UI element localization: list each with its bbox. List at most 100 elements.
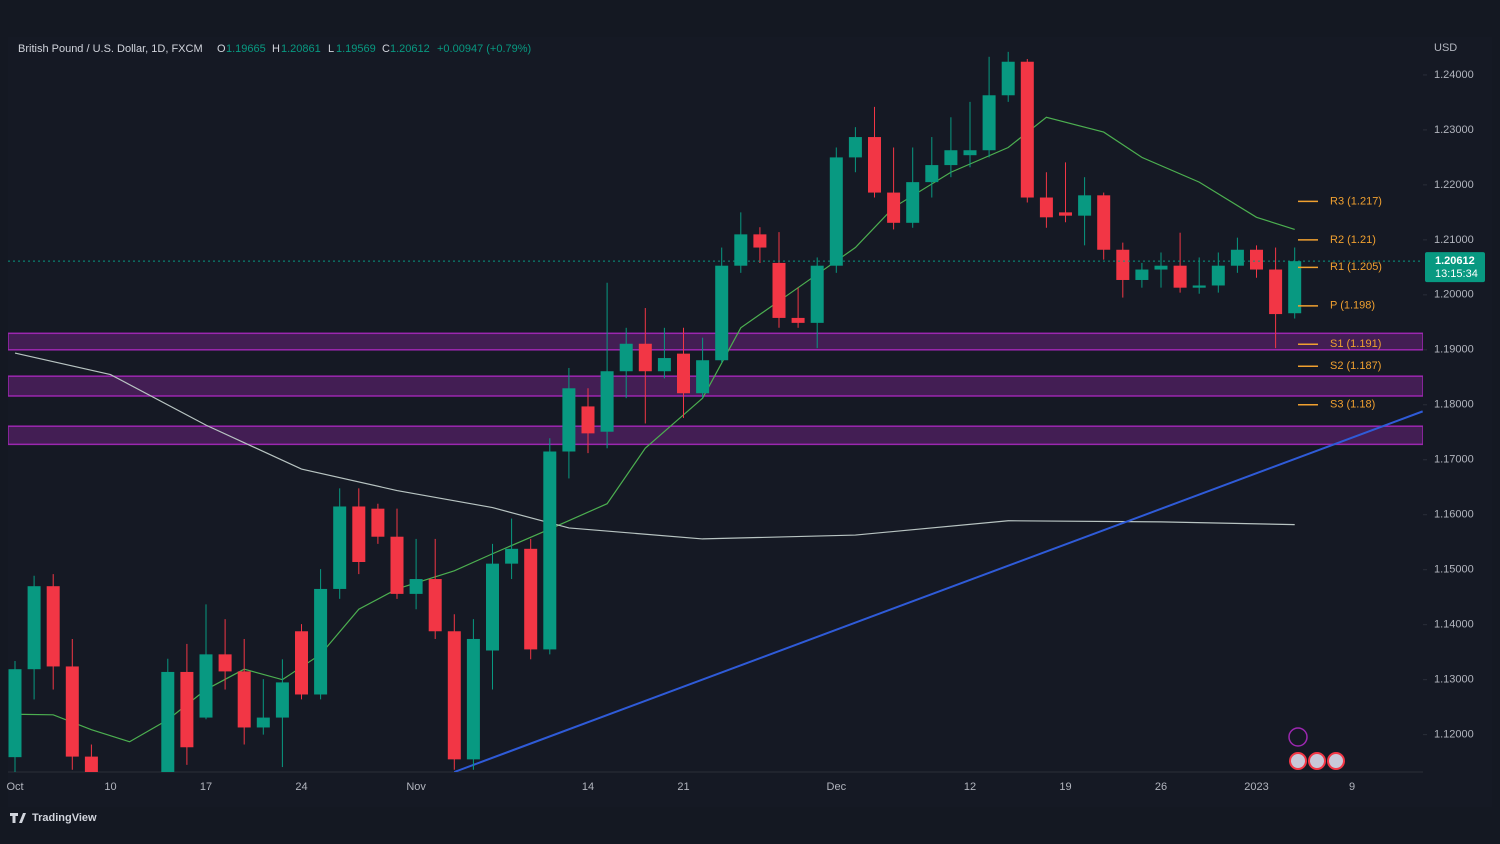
candle-body [696, 360, 710, 394]
candle-body [524, 548, 538, 650]
candle-body [1039, 197, 1053, 218]
candle-body [619, 343, 633, 372]
pivot-label: R2 (1.21) [1330, 234, 1376, 246]
support-zone [8, 425, 1423, 446]
y-tick-label: 1.15000 [1434, 564, 1474, 576]
candle-body [753, 234, 767, 248]
ohlc-label: H [272, 43, 280, 55]
candle-body [1211, 265, 1225, 286]
candle-body [237, 671, 251, 728]
y-tick-label: 1.21000 [1434, 234, 1474, 246]
y-tick-label: 1.20000 [1434, 289, 1474, 301]
candle-body [657, 358, 671, 372]
chart-panel [8, 37, 1492, 807]
pivot-label: S3 (1.18) [1330, 399, 1375, 411]
candle-body [8, 669, 22, 758]
candle-body [46, 586, 60, 667]
ohlc-label: O [217, 43, 226, 55]
chart-title: British Pound / U.S. Dollar, 1D, FXCM [18, 43, 203, 55]
plot-area [8, 51, 1423, 772]
candle-body [390, 536, 404, 594]
candle-body [1250, 249, 1263, 270]
candle-body [486, 563, 499, 651]
candle-body [256, 717, 270, 728]
candle-body [791, 317, 805, 323]
x-tick-label: 24 [295, 781, 307, 793]
change: +0.00947 (+0.79%) [437, 43, 531, 55]
last-price-label: 1.20612 [1435, 255, 1475, 267]
brand: TradingView [32, 812, 97, 824]
x-tick-label: 19 [1059, 781, 1071, 793]
event-icon[interactable] [1289, 752, 1307, 770]
ohlc-value: 1.19569 [336, 43, 376, 55]
x-tick-label: 9 [1349, 781, 1355, 793]
candle-body [428, 579, 442, 632]
y-tick-label: 1.18000 [1434, 399, 1474, 411]
pivot-label: P (1.198) [1330, 300, 1375, 312]
candle-body [734, 234, 748, 266]
candle-body [963, 150, 977, 156]
candle-body [1097, 195, 1111, 250]
candle-body [333, 506, 347, 589]
pivot-label: S1 (1.191) [1330, 338, 1381, 350]
candle-body [848, 137, 862, 158]
y-tick-label: 1.17000 [1434, 454, 1474, 466]
candle-body [505, 548, 519, 564]
candle-body [1269, 269, 1283, 315]
x-tick-label: Oct [6, 781, 23, 793]
candle-body [1230, 249, 1244, 266]
candle-body [1154, 265, 1168, 270]
x-tick-label: 17 [200, 781, 212, 793]
ohlc-value: 1.20612 [390, 43, 430, 55]
candle-body [1001, 61, 1015, 96]
candle-body [829, 157, 843, 266]
x-tick-label: Dec [827, 781, 847, 793]
y-tick-label: 1.16000 [1434, 509, 1474, 521]
candle-body [1078, 195, 1092, 216]
candle-body [982, 95, 996, 151]
moving-average [14, 352, 1295, 540]
candle-body [925, 165, 939, 183]
candle-body [371, 508, 385, 537]
last-price-box [1425, 252, 1485, 283]
alert-icon[interactable] [1288, 727, 1308, 747]
candle-body [562, 388, 576, 452]
candle-body [199, 654, 213, 718]
candle-body [677, 353, 690, 394]
ohlc-value: 1.20861 [281, 43, 321, 55]
candle-body [1059, 212, 1072, 216]
event-icon[interactable] [1327, 752, 1345, 770]
x-tick-label: 12 [964, 781, 976, 793]
candle-body [295, 631, 308, 695]
candle-body [638, 343, 652, 372]
trend-line [453, 410, 1423, 772]
event-icon[interactable] [1308, 752, 1326, 770]
x-tick-label: 21 [677, 781, 689, 793]
y-tick-label: 1.19000 [1434, 344, 1474, 356]
x-tick-label: Nov [406, 781, 426, 793]
ohlc-label: L [328, 43, 334, 55]
pivot-label: R3 (1.217) [1330, 195, 1382, 207]
candle-body [1288, 261, 1302, 314]
candle-body [352, 506, 366, 562]
x-tick-label: 2023 [1244, 781, 1268, 793]
y-tick-label: 1.14000 [1434, 619, 1474, 631]
candle-body [161, 671, 175, 772]
y-tick-label: 1.13000 [1434, 674, 1474, 686]
candle-body [314, 588, 328, 695]
candle-body [409, 579, 423, 594]
candle-body [887, 192, 901, 223]
x-tick-label: 14 [582, 781, 594, 793]
candle-body [1116, 249, 1130, 280]
candle-body [27, 586, 41, 670]
candle-body [581, 406, 595, 434]
candle-body [906, 182, 920, 223]
candle-body [810, 265, 824, 323]
candle-body [715, 265, 729, 361]
pivot-label: R1 (1.205) [1330, 261, 1382, 273]
candle-body [65, 666, 79, 757]
currency: USD [1434, 42, 1457, 54]
candle-body [772, 262, 786, 318]
candle-body [466, 638, 480, 760]
